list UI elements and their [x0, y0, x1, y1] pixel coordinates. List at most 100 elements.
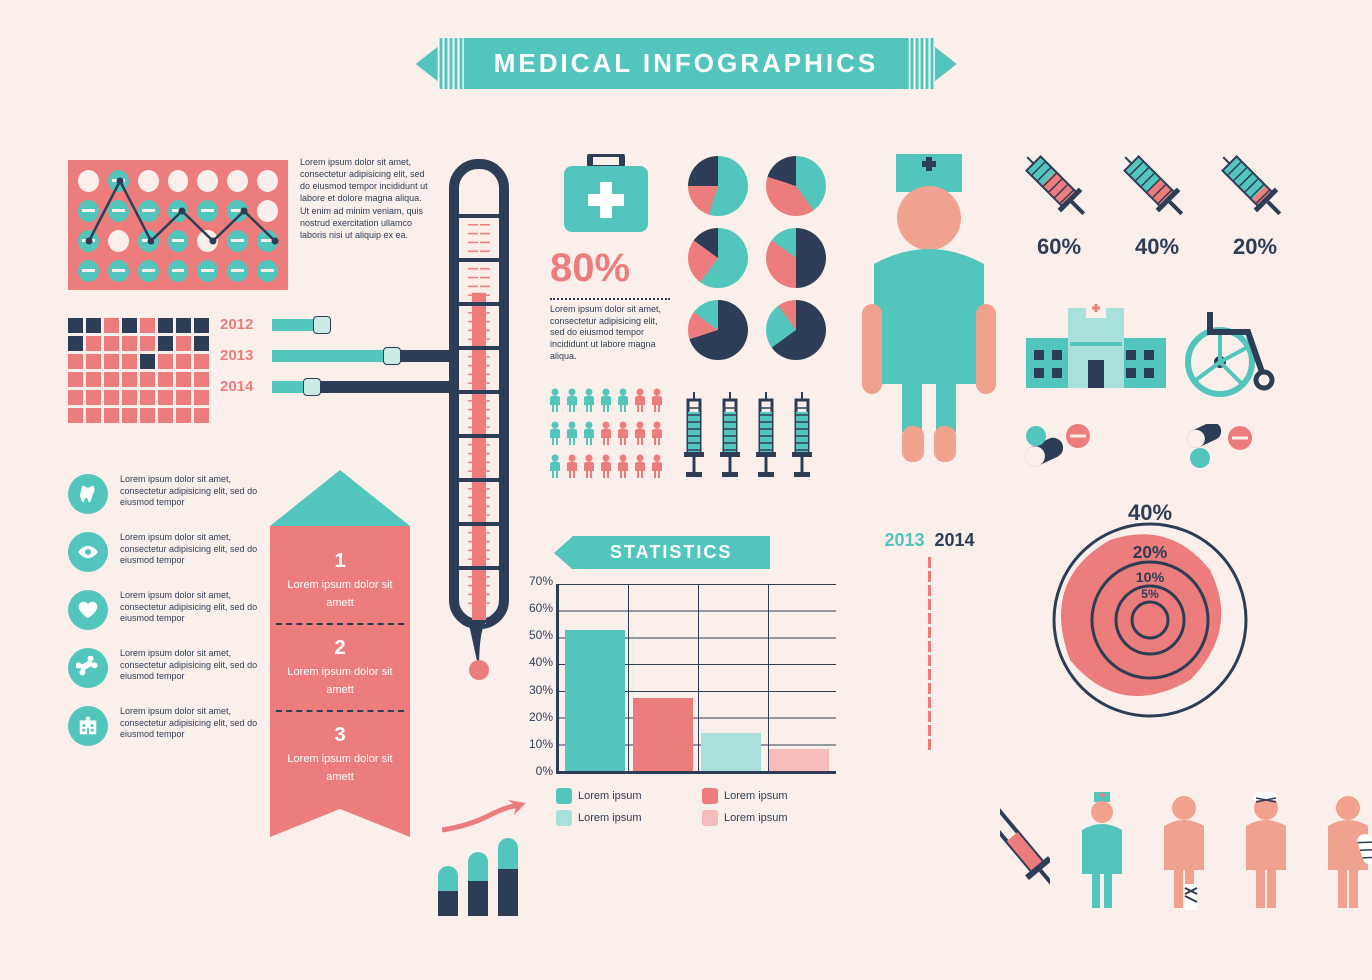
- syringe-icon: [752, 392, 780, 482]
- person-icon: [616, 454, 630, 483]
- ribbon-label: STATISTICS: [572, 536, 770, 569]
- pie-chart: [688, 156, 748, 216]
- pyramid-row: [848, 739, 1011, 750]
- bullet-item: Lorem ipsum dolor sit amet, consectetur …: [68, 532, 268, 572]
- syringe-percent-value: 40%: [1135, 234, 1179, 260]
- year-sliders: 2012 2013 2014: [220, 316, 462, 409]
- syringe-percent: 40%: [1116, 148, 1198, 260]
- pills-left-icon: [1020, 424, 1100, 475]
- pyramid-row: [848, 683, 1011, 694]
- arrow-section: 1Lorem ipsum dolor sit amett: [276, 540, 404, 621]
- pill-bar: [438, 866, 458, 916]
- headline-percent: 80%: [550, 246, 630, 291]
- pill-bar: [468, 852, 488, 916]
- chart-bar: [633, 698, 693, 771]
- pyramid-row: [848, 655, 1011, 666]
- pyramid-row: [848, 613, 1011, 624]
- person-icon: [616, 421, 630, 450]
- pyramid-row: [848, 697, 1011, 708]
- arrow-section: 3Lorem ipsum dolor sit amett: [276, 714, 404, 795]
- person-icon: [633, 454, 647, 483]
- arrow-section: 2Lorem ipsum dolor sit amett: [276, 627, 404, 708]
- chart-bar: [701, 733, 761, 771]
- trend-arrow-icon: [438, 800, 528, 841]
- pyramid-row: [848, 557, 1011, 568]
- syringe-icon: [680, 392, 708, 482]
- person-icon: [565, 454, 579, 483]
- patient-arm-cast-icon: [1318, 792, 1372, 912]
- person-icon: [582, 388, 596, 417]
- legend-item: Lorem ipsum: [702, 810, 832, 826]
- slider-year: 2013: [220, 347, 264, 364]
- bullet-text: Lorem ipsum dolor sit amet, consectetur …: [120, 474, 268, 509]
- slider-knob: [383, 347, 401, 365]
- slider-track: [272, 350, 462, 362]
- svg-text:20%: 20%: [1133, 542, 1168, 562]
- chart-bar: [565, 630, 625, 771]
- pie-chart: [766, 300, 826, 360]
- slider-row: 2014: [220, 378, 462, 395]
- syringe-percent-row: 60% 40%: [1018, 148, 1296, 260]
- intro-paragraph: Lorem ipsum dolor sit amet, consectetur …: [300, 156, 428, 241]
- arrow-tail: [270, 809, 410, 837]
- person-icon: [582, 421, 596, 450]
- bullet-text: Lorem ipsum dolor sit amet, consectetur …: [120, 532, 268, 567]
- slider-row: 2013: [220, 347, 462, 364]
- arrow-body: 1Lorem ipsum dolor sit amett2Lorem ipsum…: [270, 526, 410, 809]
- pie-chart: [766, 228, 826, 288]
- patient-head-bandage-icon: [1236, 792, 1296, 912]
- syringe-percent-value: 20%: [1233, 234, 1277, 260]
- legend-item: Lorem ipsum: [556, 810, 686, 826]
- statistics-ribbon: STATISTICS: [554, 536, 770, 569]
- legend-item: Lorem ipsum: [556, 788, 686, 804]
- bullet-text: Lorem ipsum dolor sit amet, consectetur …: [120, 706, 268, 741]
- arrow-banner: 1Lorem ipsum dolor sit amett2Lorem ipsum…: [270, 470, 410, 837]
- syringe-percent: 20%: [1214, 148, 1296, 260]
- bone-icon: [68, 648, 108, 688]
- slider-row: 2012: [220, 316, 462, 333]
- person-icon: [650, 454, 664, 483]
- pie-chart: [688, 228, 748, 288]
- pyramid-row: [848, 725, 1011, 736]
- person-icon: [548, 421, 562, 450]
- pill-bar: [498, 838, 518, 916]
- wheelchair-icon: [1180, 302, 1276, 403]
- svg-text:5%: 5%: [1141, 587, 1159, 601]
- pie-chart: [766, 156, 826, 216]
- person-icon: [650, 388, 664, 417]
- pyramid-row: [848, 711, 1011, 722]
- svg-text:10%: 10%: [1136, 570, 1165, 586]
- svg-text:40%: 40%: [1128, 500, 1172, 525]
- heart-icon: [68, 590, 108, 630]
- pyramid-row: [848, 585, 1011, 596]
- pyramid-row: [848, 641, 1011, 652]
- pyramid-header: 20132014: [848, 530, 1011, 551]
- bullet-item: Lorem ipsum dolor sit amet, consectetur …: [68, 648, 268, 688]
- person-icon: [633, 388, 647, 417]
- person-icon: [633, 421, 647, 450]
- slider-knob: [303, 378, 321, 396]
- headline-percent-desc: Lorem ipsum dolor sit amet, consectetur …: [550, 298, 670, 362]
- person-icon: [650, 421, 664, 450]
- pyramid-row: [848, 669, 1011, 680]
- mini-syringe-row: [680, 392, 816, 482]
- person-icon: [616, 388, 630, 417]
- chart-plot: 0%10%20%30%40%50%60%70%: [556, 584, 836, 774]
- chart-legend: Lorem ipsumLorem ipsumLorem ipsumLorem i…: [556, 788, 856, 826]
- patients-figure-row: [1000, 792, 1372, 912]
- person-icon: [599, 454, 613, 483]
- bullet-item: Lorem ipsum dolor sit amet, consectetur …: [68, 474, 268, 514]
- person-icon: [565, 421, 579, 450]
- slider-year: 2012: [220, 316, 264, 333]
- population-pyramid: 20132014: [848, 530, 1011, 750]
- icon-bullet-list: Lorem ipsum dolor sit amet, consectetur …: [68, 474, 268, 764]
- syringe-percent-value: 60%: [1037, 234, 1081, 260]
- person-icon: [565, 388, 579, 417]
- big-syringe-icon: [1000, 792, 1050, 912]
- pill-bar-chart: [438, 838, 518, 916]
- ribbon-tail: [554, 537, 572, 569]
- slider-knob: [313, 316, 331, 334]
- people-pictogram-grid: [548, 388, 664, 483]
- person-icon: [582, 454, 596, 483]
- first-aid-kit-icon: [560, 154, 652, 236]
